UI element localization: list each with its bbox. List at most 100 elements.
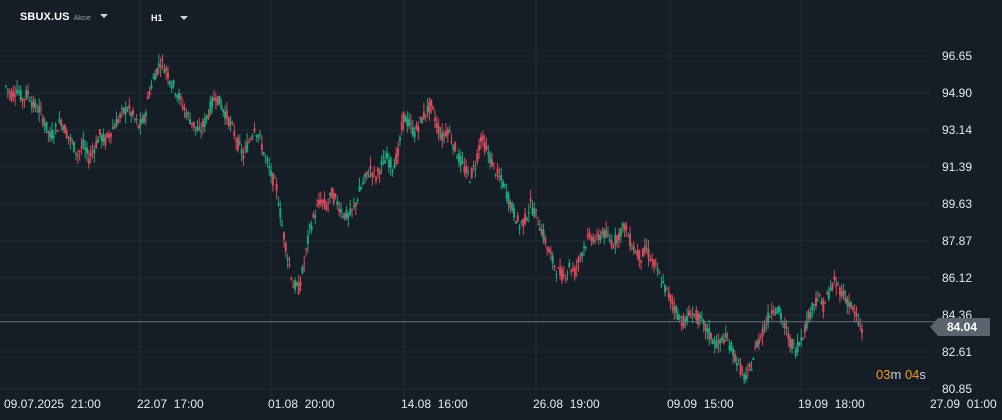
candle-body bbox=[485, 146, 488, 150]
candle-body bbox=[778, 306, 781, 313]
candle-body bbox=[253, 128, 256, 132]
candle-body bbox=[759, 336, 762, 338]
candle-body bbox=[54, 124, 57, 127]
candle-body bbox=[354, 202, 357, 207]
candle-body bbox=[772, 310, 775, 312]
candle-body bbox=[128, 105, 131, 109]
candle-body bbox=[570, 269, 573, 272]
candle-body bbox=[119, 113, 122, 117]
candle-body bbox=[853, 311, 856, 314]
candle-body bbox=[244, 146, 247, 149]
timeframe-selector[interactable]: H1 bbox=[151, 13, 188, 23]
candle-body bbox=[745, 374, 748, 380]
candle-body bbox=[824, 302, 827, 304]
candle-body bbox=[181, 105, 184, 109]
candle-body bbox=[533, 208, 536, 217]
candle-body bbox=[522, 218, 525, 227]
time-axis[interactable]: 09.07.2025 21:00 22.07 17:00 01.08 20:00 14… bbox=[4, 397, 997, 411]
candle-body bbox=[590, 237, 593, 241]
candle-body bbox=[227, 117, 230, 127]
candle-body bbox=[732, 348, 735, 356]
candle-body bbox=[560, 269, 563, 282]
candle-body bbox=[194, 126, 197, 129]
candle-body bbox=[406, 118, 409, 126]
candle-body bbox=[503, 184, 506, 186]
candle-body bbox=[573, 268, 576, 277]
candle-body bbox=[277, 204, 280, 206]
candle-body bbox=[351, 208, 354, 210]
candle-body bbox=[387, 160, 390, 168]
candle-body bbox=[323, 199, 326, 206]
candle-body bbox=[743, 374, 746, 380]
candle-body bbox=[294, 280, 297, 290]
candle-body bbox=[538, 228, 541, 231]
candle-body bbox=[220, 104, 223, 109]
candle-body bbox=[27, 91, 30, 95]
candle-body bbox=[575, 267, 578, 269]
chevron-down-icon[interactable] bbox=[179, 16, 188, 20]
candle-body bbox=[851, 306, 854, 310]
candle-body bbox=[80, 146, 83, 149]
candle-body bbox=[441, 131, 444, 141]
candle-body bbox=[391, 170, 394, 173]
candle-body bbox=[168, 81, 171, 85]
candle-body bbox=[594, 240, 597, 242]
candle-body bbox=[719, 339, 722, 343]
candle-body bbox=[559, 267, 562, 276]
candle-body bbox=[621, 223, 624, 228]
candle-body bbox=[796, 342, 799, 353]
chevron-down-icon[interactable] bbox=[99, 14, 108, 18]
candle-body bbox=[231, 122, 234, 124]
candle-body bbox=[62, 126, 65, 131]
candle-body bbox=[310, 226, 313, 231]
candle-body bbox=[51, 130, 54, 140]
candle-body bbox=[833, 276, 836, 280]
candle-body bbox=[117, 119, 120, 123]
candle-body bbox=[426, 105, 429, 113]
candle-body bbox=[529, 198, 532, 202]
candle-body bbox=[345, 210, 348, 219]
candle-body bbox=[10, 92, 13, 101]
candle-body bbox=[459, 156, 462, 166]
candle-body bbox=[428, 101, 431, 113]
candle-body bbox=[638, 249, 641, 261]
candle-body bbox=[56, 130, 59, 132]
candle-body bbox=[187, 112, 190, 114]
candle-body bbox=[711, 340, 714, 344]
candle-body bbox=[584, 246, 587, 248]
candle-body bbox=[472, 165, 475, 167]
candle-body bbox=[625, 226, 628, 230]
candle-body bbox=[139, 119, 142, 127]
candle-body bbox=[281, 225, 284, 227]
candle-body bbox=[317, 200, 320, 205]
candle-body bbox=[124, 106, 127, 115]
current-price-tag: 84.04 bbox=[930, 318, 990, 336]
candle-body bbox=[430, 99, 433, 107]
candle-body bbox=[67, 136, 70, 138]
candle-body bbox=[271, 173, 274, 186]
candle-body bbox=[211, 97, 214, 107]
candle-body bbox=[780, 313, 783, 320]
candle-body bbox=[60, 120, 63, 126]
candle-body bbox=[190, 122, 193, 125]
y-tick-label: 91.39 bbox=[942, 160, 972, 174]
y-tick-label: 80.85 bbox=[942, 382, 972, 396]
price-axis[interactable]: 96.6594.9093.1491.3989.6387.8786.1284.36… bbox=[942, 49, 972, 396]
candle-body bbox=[98, 129, 101, 135]
candle-body bbox=[783, 322, 786, 329]
candle-body bbox=[255, 135, 258, 137]
candle-body bbox=[846, 298, 849, 306]
candle-body bbox=[332, 193, 335, 203]
candle-body bbox=[461, 161, 464, 163]
candle-body bbox=[756, 341, 759, 348]
symbol-selector[interactable]: SBUX.US Akcie bbox=[20, 11, 108, 23]
candle-body bbox=[365, 171, 368, 175]
candle-body bbox=[597, 234, 600, 241]
candle-body bbox=[704, 323, 707, 331]
candle-body bbox=[722, 339, 725, 343]
candle-body bbox=[17, 91, 20, 94]
candle-body bbox=[415, 124, 418, 130]
candle-body bbox=[417, 126, 420, 133]
candle-body bbox=[807, 311, 810, 320]
